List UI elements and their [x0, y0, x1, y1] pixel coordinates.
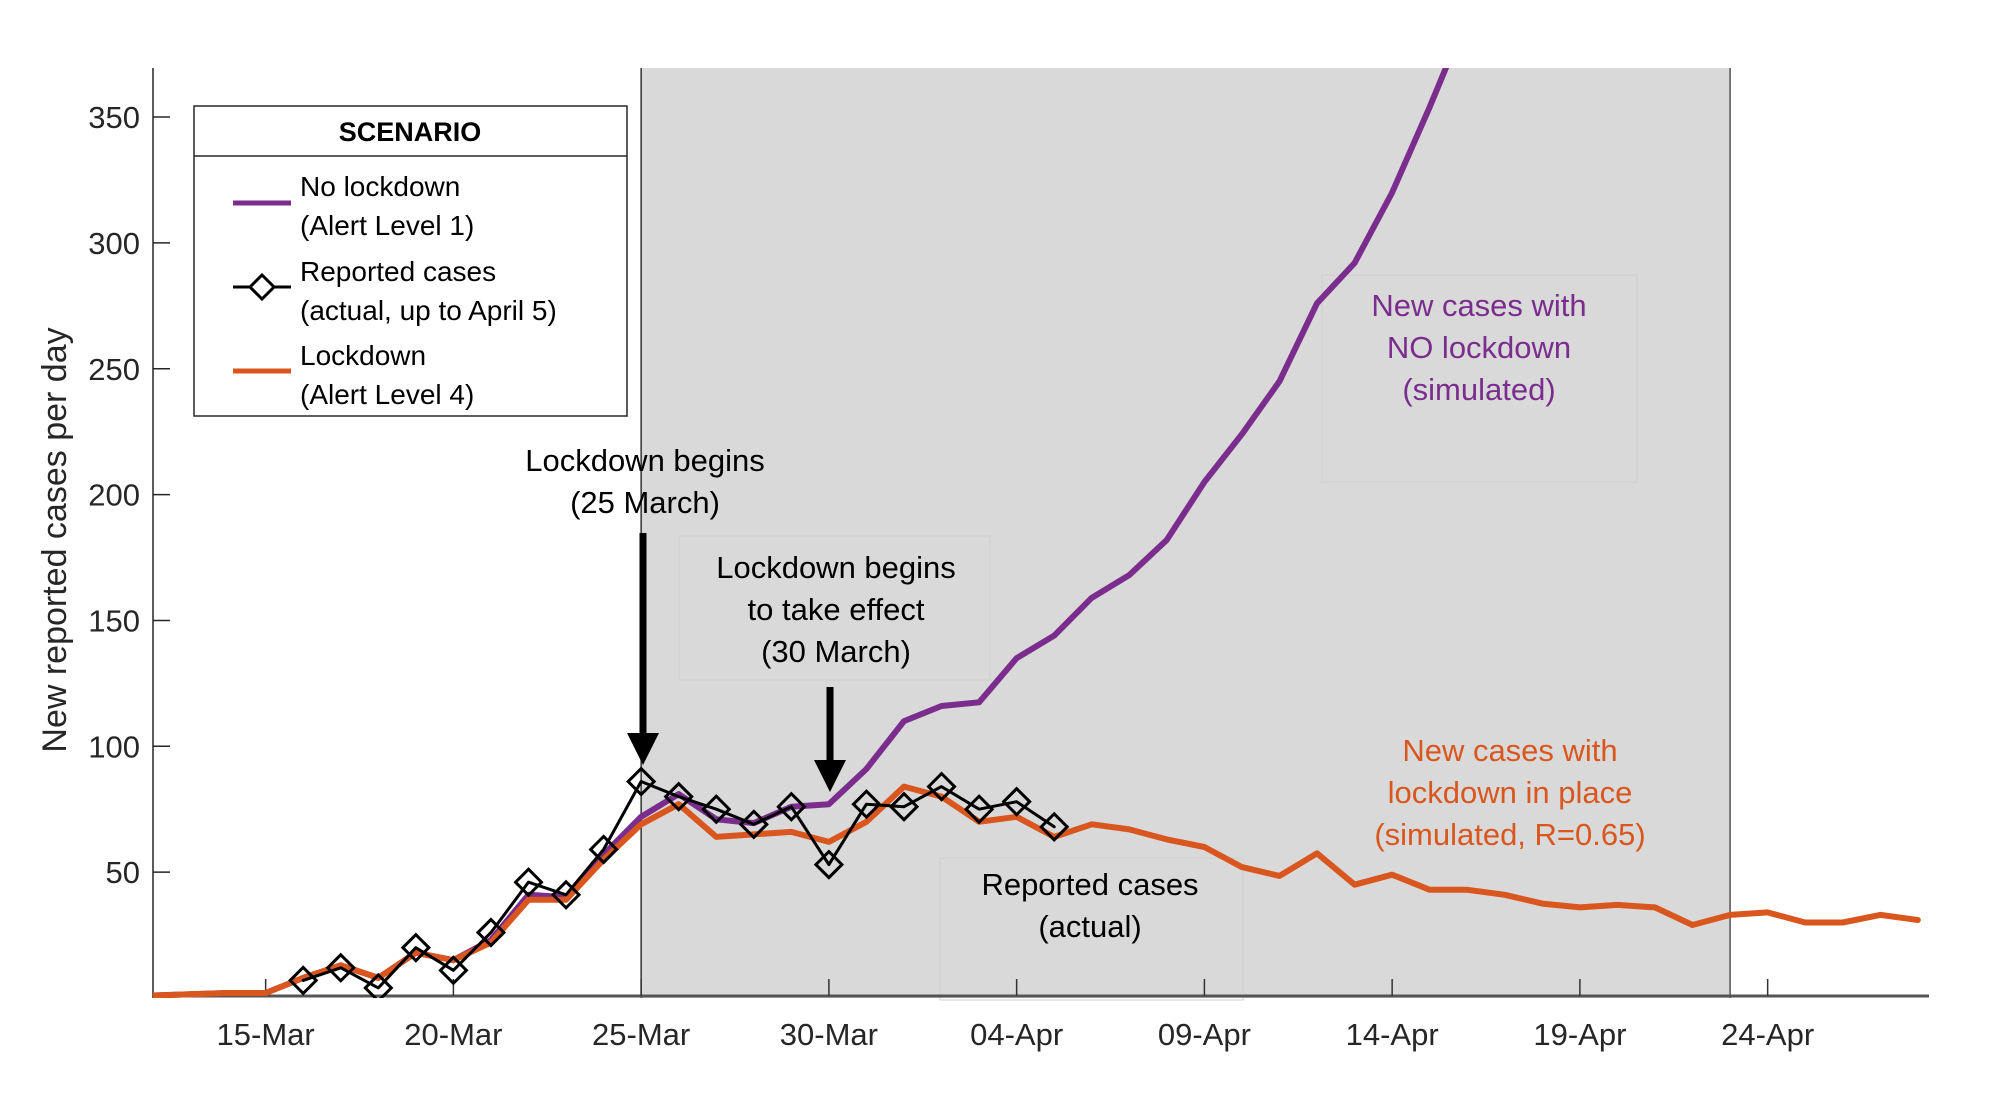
legend-label-lockdown-line1: Lockdown — [300, 340, 426, 371]
axes — [152, 68, 1929, 998]
y-axis-label: New reported cases per day — [36, 327, 74, 752]
annotation-no-lockdown-line2: NO lockdown — [1387, 330, 1571, 365]
annotation-box-no-lockdown — [1321, 274, 1638, 483]
y-tick-label: 300 — [88, 226, 140, 261]
x-tick-label: 30-Mar — [780, 1017, 878, 1052]
x-tick-label: 15-Mar — [217, 1017, 315, 1052]
data-point-diamond — [926, 771, 957, 802]
legend-label-reported-line1: Reported cases — [300, 256, 496, 287]
y-tick-label: 150 — [88, 603, 140, 638]
x-ticks: 15-Mar 20-Mar 25-Mar 30-Mar 04-Apr 09-Apr 14-A… — [217, 979, 1814, 1052]
x-tick-label: 19-Apr — [1533, 1017, 1626, 1052]
data-point-diamond — [363, 972, 394, 998]
legend-box — [193, 105, 628, 417]
x-tick-label: 20-Mar — [404, 1017, 502, 1052]
arrow-lockdown-effect — [814, 687, 846, 792]
x-tick-label: 14-Apr — [1346, 1017, 1439, 1052]
x-tick-label: 09-Apr — [1158, 1017, 1251, 1052]
data-point-diamond — [888, 791, 920, 822]
legend-label-no-lockdown-line2: (Alert Level 1) — [300, 210, 474, 241]
series-line-lockdown — [153, 783, 1921, 998]
annotation-lockdown-line3: (simulated, R=0.65) — [1374, 817, 1645, 852]
annotation-lockdown-line2: lockdown in place — [1388, 775, 1633, 810]
data-point-diamond — [776, 791, 807, 822]
series-line-reported — [301, 780, 1056, 990]
data-point-diamond — [701, 794, 732, 825]
data-point-diamond — [513, 867, 544, 898]
legend: SCENARIO No lockdown (Alert Level 1) Rep… — [193, 105, 628, 417]
y-ticks: 50 100 150 200 250 300 350 — [88, 100, 170, 890]
y-tick-label: 200 — [88, 478, 140, 513]
annotation-no-lockdown-line1: New cases with — [1371, 288, 1586, 323]
annotation-lockdown-effect-line2: to take effect — [748, 592, 925, 627]
data-point-diamond — [738, 809, 769, 840]
data-point-diamond — [663, 781, 694, 812]
annotation-lockdown-begins-line1: Lockdown begins — [525, 443, 765, 478]
annotation-box-reported — [939, 857, 1244, 1001]
data-point-diamond — [325, 952, 356, 983]
annotation-no-lockdown-line3: (simulated) — [1402, 372, 1555, 407]
annotation-lockdown-effect-line3: (30 March) — [761, 634, 911, 669]
annotation-reported-line2: (actual) — [1038, 909, 1141, 944]
data-point-diamond — [550, 879, 582, 910]
annotation-lockdown-line1: New cases with — [1402, 733, 1617, 768]
legend-label-lockdown-line2: (Alert Level 4) — [300, 379, 474, 410]
data-point-diamond — [1001, 786, 1032, 817]
legend-label-reported-line2: (actual, up to April 5) — [300, 295, 557, 326]
x-tick-label: 04-Apr — [970, 1017, 1063, 1052]
x-tick-label: 24-Apr — [1721, 1017, 1814, 1052]
legend-title: SCENARIO — [339, 117, 482, 147]
y-tick-label: 50 — [106, 855, 140, 890]
data-point-diamond — [963, 794, 995, 825]
annotation-lockdown-begins-line2: (25 March) — [570, 485, 720, 520]
y-tick-label: 100 — [88, 729, 140, 764]
legend-label-no-lockdown-line1: No lockdown — [300, 171, 460, 202]
data-point-diamond — [475, 917, 507, 948]
x-tick-label: 25-Mar — [592, 1017, 690, 1052]
data-point-diamond — [438, 955, 469, 986]
series-layer — [153, 68, 1921, 998]
data-point-diamond — [588, 834, 619, 865]
data-point-diamond — [851, 789, 882, 820]
data-point-diamond — [626, 766, 657, 797]
data-point-diamond — [1039, 811, 1070, 842]
data-point-diamond — [288, 965, 319, 996]
y-tick-label: 250 — [88, 352, 140, 387]
annotation-lockdown-effect-line1: Lockdown begins — [716, 550, 956, 585]
series-reported — [288, 766, 1070, 998]
y-tick-label: 350 — [88, 100, 140, 135]
data-point-diamond — [813, 849, 845, 880]
arrow-lockdown-begins — [627, 533, 659, 765]
data-point-diamond — [400, 932, 431, 963]
annotation-box-lockdown-effect — [678, 535, 991, 681]
legend-diamond-marker-icon — [247, 272, 277, 302]
annotation-reported-line1: Reported cases — [981, 867, 1198, 902]
